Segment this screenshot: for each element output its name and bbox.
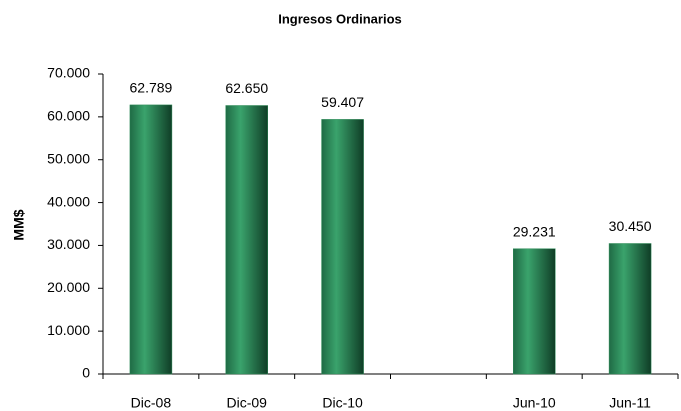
data-label: 59.407 <box>321 94 364 110</box>
x-tick-label: Jun-10 <box>513 395 556 411</box>
bar <box>608 243 652 375</box>
y-tick-label: 40.000 <box>47 193 90 209</box>
y-tick-label: 10.000 <box>47 322 90 338</box>
y-tick-label: 50.000 <box>47 150 90 166</box>
x-tick-label: Dic-10 <box>322 395 363 411</box>
y-tick-label: 60.000 <box>47 108 90 124</box>
bar <box>225 105 268 375</box>
chart-title: Ingresos Ordinarios <box>278 11 402 26</box>
bar <box>321 119 364 375</box>
y-tick-label: 30.000 <box>47 236 90 252</box>
y-tick-label: 0 <box>82 365 90 381</box>
y-tick-label: 70.000 <box>47 65 90 81</box>
y-axis-label: MM$ <box>11 209 27 240</box>
x-tick-label: Dic-08 <box>131 395 172 411</box>
y-tick-label: 20.000 <box>47 279 90 295</box>
bar <box>129 104 173 375</box>
data-label: 62.650 <box>225 80 268 96</box>
data-label: 29.231 <box>513 223 556 239</box>
x-tick-label: Dic-09 <box>227 395 268 411</box>
data-label: 30.450 <box>609 218 652 234</box>
x-tick-label: Jun-11 <box>609 395 651 411</box>
data-label: 62.789 <box>130 80 173 96</box>
bar <box>513 248 556 375</box>
